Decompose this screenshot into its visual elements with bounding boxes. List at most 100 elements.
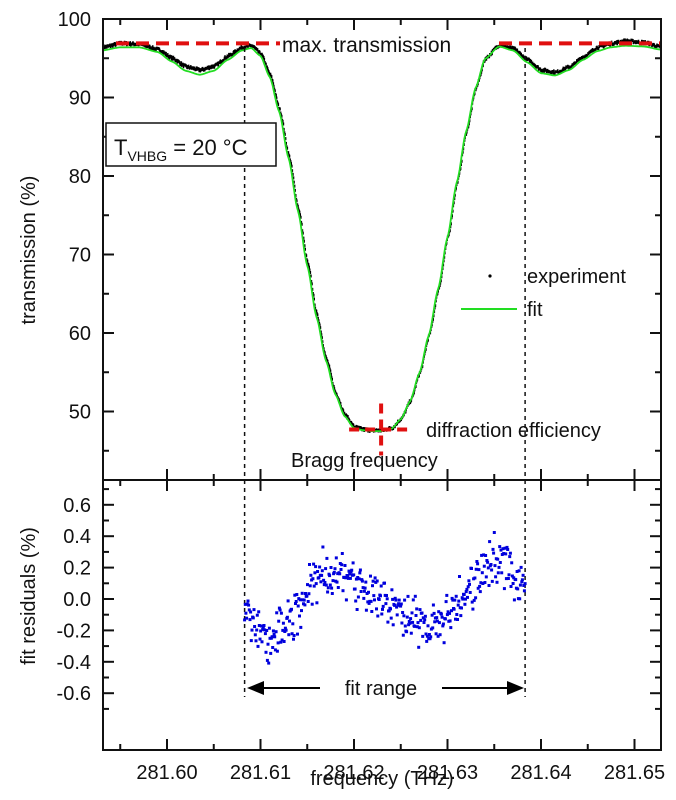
residual-point — [510, 561, 514, 565]
residual-point — [457, 599, 461, 603]
fit-range-arrow: fit range — [247, 678, 524, 700]
residual-point — [361, 586, 365, 590]
residual-point — [315, 601, 319, 605]
residual-y-tick-label: 0.0 — [63, 589, 91, 611]
residual-point — [523, 582, 527, 586]
residual-point — [367, 601, 371, 605]
residual-point — [397, 598, 401, 602]
residual-point — [316, 570, 320, 573]
residual-point — [267, 626, 271, 630]
residual-point — [306, 583, 309, 587]
residual-point — [518, 597, 522, 601]
residual-point — [444, 600, 448, 604]
diffraction-efficiency-label: diffraction efficiency — [426, 420, 601, 442]
residual-point — [293, 593, 297, 597]
residual-point — [477, 568, 481, 572]
residual-point — [255, 613, 259, 617]
residual-point — [265, 658, 269, 662]
residual-point — [376, 614, 380, 618]
temperature-symbol: T — [114, 135, 127, 160]
residual-point — [422, 621, 426, 624]
residual-point — [421, 634, 425, 638]
residual-point — [449, 626, 453, 630]
y-tick-label: 70 — [69, 245, 91, 267]
residual-point — [395, 613, 399, 617]
residual-point — [322, 578, 326, 582]
residual-point — [384, 602, 388, 606]
residual-point — [467, 579, 471, 583]
residual-point — [272, 632, 276, 636]
residual-point — [479, 581, 483, 585]
residual-point — [417, 626, 421, 630]
residual-point — [308, 584, 312, 588]
residual-point — [247, 608, 251, 612]
residual-point — [395, 605, 399, 609]
y-axis-title-transmission: transmission (%) — [18, 176, 40, 325]
fit-range-arrow-left-head — [247, 681, 264, 695]
residual-point — [421, 616, 425, 620]
residual-point — [387, 609, 391, 613]
residual-point — [424, 632, 428, 636]
residual-point — [482, 553, 486, 557]
residual-y-tick-label: -0.2 — [57, 620, 91, 642]
residual-point — [415, 625, 419, 629]
residual-point — [320, 573, 324, 577]
residual-point — [417, 645, 421, 649]
residual-point — [281, 628, 285, 632]
residual-point — [300, 609, 303, 613]
residual-point — [265, 629, 269, 632]
residual-point — [393, 596, 397, 600]
residual-point — [406, 594, 410, 598]
residual-point — [338, 572, 342, 576]
residual-point — [340, 563, 344, 567]
residual-point — [364, 608, 368, 612]
residual-point — [300, 591, 304, 595]
residual-point — [426, 624, 430, 628]
residual-point — [436, 634, 440, 638]
residual-point — [399, 602, 403, 606]
residual-point — [243, 602, 247, 606]
residual-point — [459, 614, 463, 618]
residual-point — [478, 590, 482, 594]
residual-point — [273, 635, 277, 639]
residual-point — [302, 598, 306, 602]
y-tick-label: 100 — [58, 9, 91, 31]
residual-point — [490, 579, 494, 583]
residual-point — [485, 559, 489, 562]
residual-point — [403, 624, 407, 628]
residual-point — [385, 594, 388, 597]
residual-point — [448, 619, 452, 623]
legend-label-experiment: experiment — [527, 266, 626, 288]
residual-point — [271, 629, 275, 633]
residual-point — [496, 571, 500, 575]
max-transmission-label: max. transmission — [282, 34, 451, 57]
residual-point — [480, 571, 484, 575]
residual-point — [267, 661, 271, 665]
temperature-box-frame — [105, 122, 277, 167]
residual-point — [313, 571, 317, 575]
residual-point — [476, 562, 480, 566]
residual-point — [252, 608, 256, 612]
residual-point — [359, 590, 363, 593]
residual-point — [410, 611, 414, 615]
residual-point — [407, 620, 411, 623]
residual-point — [472, 598, 476, 602]
residuals-series — [243, 531, 527, 665]
residual-point — [246, 599, 250, 603]
residual-point — [244, 611, 248, 615]
residual-point — [499, 548, 503, 552]
residual-point — [330, 586, 334, 590]
residual-point — [250, 628, 254, 632]
residual-point — [481, 582, 485, 585]
residual-point — [358, 568, 362, 572]
residual-point — [292, 637, 295, 641]
residual-point — [314, 582, 318, 586]
residual-point — [390, 588, 394, 592]
residual-point — [405, 615, 409, 619]
residual-point — [484, 554, 488, 557]
residual-point — [454, 617, 457, 621]
residual-point — [456, 603, 460, 607]
residual-point — [375, 607, 378, 611]
residual-point — [306, 600, 310, 603]
